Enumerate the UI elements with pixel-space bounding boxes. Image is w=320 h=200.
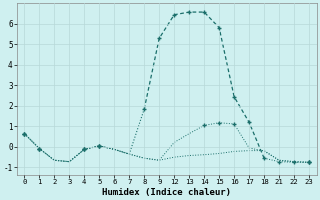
X-axis label: Humidex (Indice chaleur): Humidex (Indice chaleur) [102,188,231,197]
